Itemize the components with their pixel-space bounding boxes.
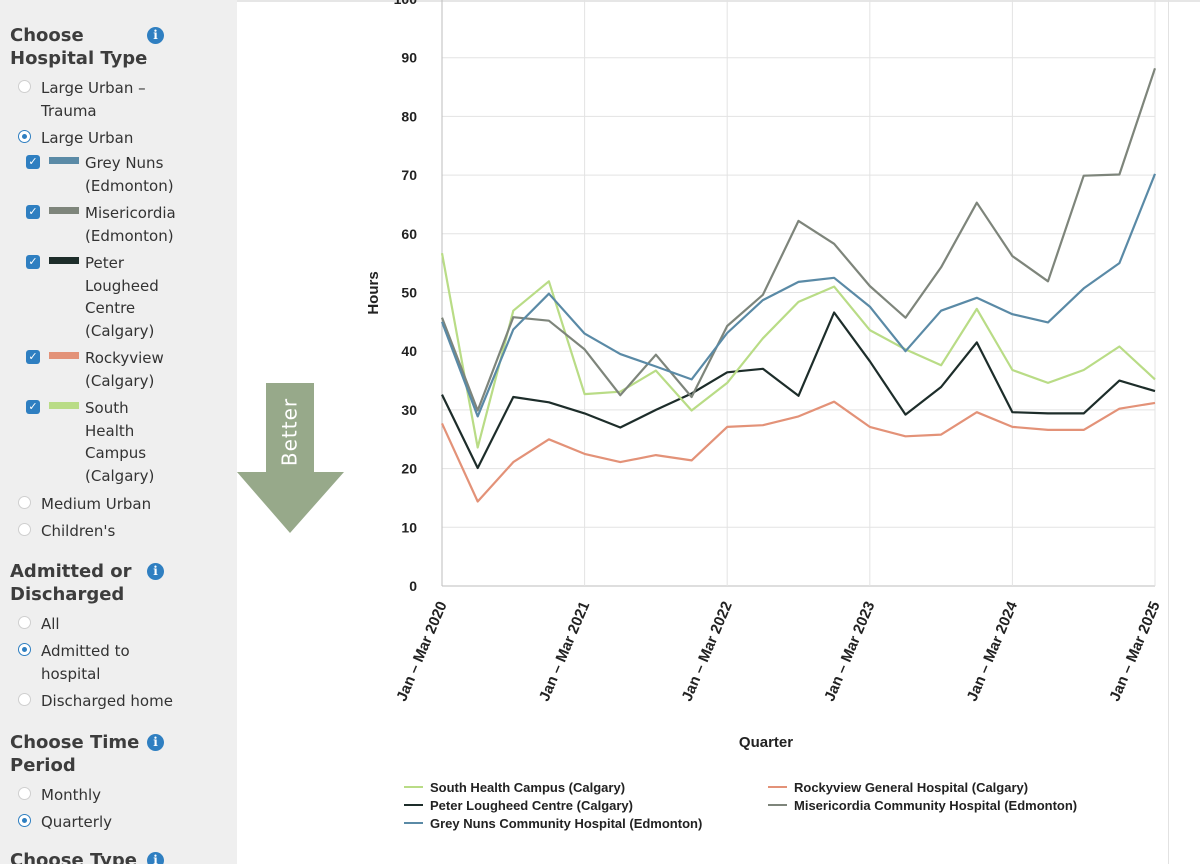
- option-label: Admitted to hospital: [41, 642, 130, 683]
- legend-label: Grey Nuns Community Hospital (Edmonton): [430, 816, 702, 831]
- legend-label: Peter Lougheed Centre (Calgary): [430, 798, 633, 813]
- series-swatch: [49, 157, 79, 164]
- checkbox-checked-icon[interactable]: ✓: [26, 350, 40, 364]
- series-line-4: [440, 173, 1157, 418]
- series-swatch: [49, 207, 79, 214]
- radio-icon[interactable]: [18, 787, 31, 800]
- x-tick-label: Jan – Mar 2023: [821, 599, 878, 704]
- checkbox-checked-icon[interactable]: ✓: [26, 255, 40, 269]
- hospital-label: Peter Lougheed Centre (Calgary): [85, 254, 159, 340]
- filter-sidebar: Choose Hospital Type i Large Urban – Tra…: [0, 0, 237, 864]
- legend-label: Misericordia Community Hospital (Edmonto…: [794, 798, 1077, 813]
- panel-divider: [1168, 0, 1169, 864]
- legend-label: Rockyview General Hospital (Calgary): [794, 780, 1028, 795]
- legend-label: South Health Campus (Calgary): [430, 780, 625, 795]
- admitted-title: Admitted or Discharged: [10, 561, 132, 605]
- checkbox-checked-icon[interactable]: ✓: [26, 400, 40, 414]
- y-tick-label: 60: [401, 226, 417, 242]
- hospital-label: Grey Nuns (Edmonton): [85, 154, 174, 195]
- top-divider: [237, 0, 1200, 2]
- series-line-2: [441, 311, 1156, 470]
- type-title: Choose Type: [10, 850, 137, 864]
- radio-selected-icon[interactable]: [18, 130, 31, 143]
- x-tick-label: Jan – Mar 2020: [393, 599, 450, 704]
- series-line-3: [440, 67, 1157, 412]
- time-period-info-icon[interactable]: i: [147, 734, 164, 751]
- hospital-label: Rockyview (Calgary): [85, 349, 164, 390]
- time-period-title: Choose Time Period: [10, 732, 140, 776]
- hospital-label: Misericordia (Edmonton): [85, 204, 176, 245]
- y-tick-label: 100: [394, 0, 418, 7]
- radio-icon[interactable]: [18, 80, 31, 93]
- x-tick-label: Jan – Mar 2021: [536, 599, 593, 704]
- option-label: Quarterly: [41, 813, 112, 831]
- y-tick-label: 50: [401, 285, 417, 301]
- better-arrow-icon: [237, 383, 344, 533]
- series-swatch: [49, 352, 79, 359]
- option-label: Large Urban – Trauma: [41, 79, 146, 120]
- hospital-type-info-icon[interactable]: i: [147, 27, 164, 44]
- y-axis-title: Hours: [365, 271, 382, 314]
- y-tick-label: 70: [401, 167, 417, 183]
- checkbox-checked-icon[interactable]: ✓: [26, 155, 40, 169]
- radio-icon[interactable]: [18, 616, 31, 629]
- hospital-label: South Health Campus (Calgary): [85, 399, 155, 485]
- y-tick-label: 10: [401, 519, 417, 535]
- admitted-info-icon[interactable]: i: [147, 563, 164, 580]
- y-tick-label: 40: [401, 343, 417, 359]
- option-label: Children's: [41, 522, 116, 540]
- radio-selected-icon[interactable]: [18, 643, 31, 656]
- option-label: Monthly: [41, 786, 102, 804]
- option-label: Discharged home: [41, 692, 173, 710]
- type-info-icon[interactable]: i: [147, 852, 164, 864]
- series-line-0: [440, 253, 1156, 449]
- option-label: All: [41, 615, 60, 633]
- series-line-1: [440, 400, 1156, 503]
- x-axis-title: Quarter: [739, 734, 793, 751]
- option-label: Medium Urban: [41, 495, 152, 513]
- better-label: Better: [277, 397, 302, 467]
- hospital-type-title: Choose Hospital Type: [10, 25, 148, 69]
- radio-icon[interactable]: [18, 523, 31, 536]
- line-chart: 0 10 20 30 40 50 60 70 80 90 100 Jan – Mar 2020 Jan …: [365, 0, 1164, 831]
- series-swatch: [49, 257, 79, 264]
- x-tick-label: Jan – Mar 2025: [1106, 599, 1163, 704]
- x-tick-label: Jan – Mar 2024: [964, 598, 1022, 703]
- checkbox-checked-icon[interactable]: ✓: [26, 205, 40, 219]
- y-tick-label: 80: [401, 108, 417, 124]
- arrow-shape: [237, 383, 344, 533]
- option-label: Large Urban: [41, 129, 134, 147]
- radio-icon[interactable]: [18, 693, 31, 706]
- radio-icon[interactable]: [18, 496, 31, 509]
- y-tick-label: 0: [409, 578, 417, 594]
- radio-selected-icon[interactable]: [18, 814, 31, 827]
- x-tick-label: Jan – Mar 2022: [679, 599, 736, 704]
- y-tick-label: 20: [401, 461, 417, 477]
- y-tick-label: 30: [401, 402, 417, 418]
- series-swatch: [49, 402, 79, 409]
- y-tick-label: 90: [401, 50, 417, 66]
